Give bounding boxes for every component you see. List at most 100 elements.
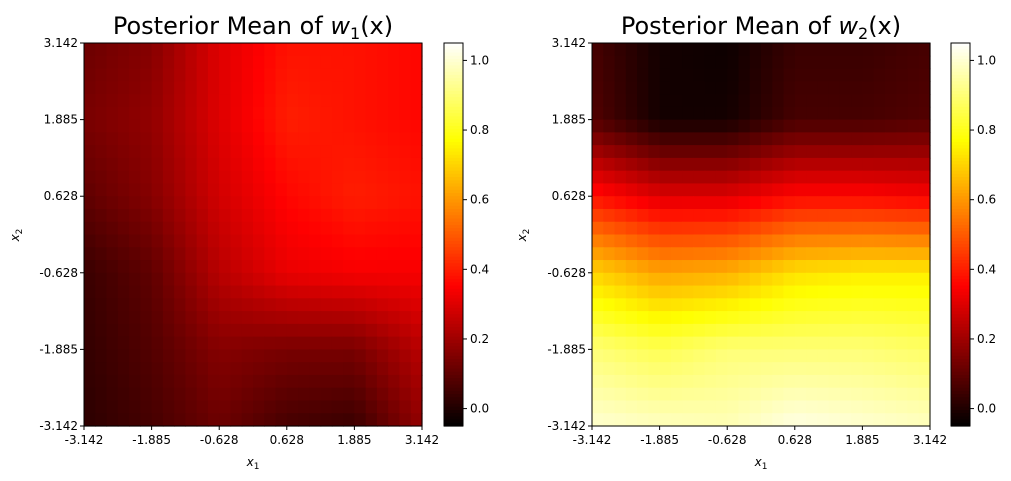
heatmap-cell (219, 106, 232, 121)
heatmap-cell (151, 374, 164, 389)
heatmap-cell (670, 94, 683, 108)
heatmap-cell (873, 145, 886, 159)
heatmap-cell (884, 298, 897, 312)
colorbar-segment (951, 384, 970, 389)
heatmap-cell (670, 234, 683, 248)
colorbar-segment (951, 157, 970, 162)
heatmap-cell (241, 285, 254, 299)
heatmap-cell (727, 170, 740, 185)
colorbar-segment (444, 346, 463, 350)
heatmap-cell (670, 208, 683, 223)
heatmap-cell (727, 68, 740, 82)
colorbar-segment (951, 231, 970, 236)
heatmap-cell (298, 311, 310, 325)
heatmap-cell (174, 260, 186, 274)
heatmap-cell (129, 132, 141, 146)
heatmap-cell (106, 221, 119, 236)
colorbar-segment (444, 304, 463, 309)
heatmap-cell (839, 208, 852, 223)
heatmap-cell (343, 43, 355, 57)
heatmap-cell (625, 387, 638, 402)
colorbar-segment (444, 330, 463, 335)
heatmap-cell (659, 81, 672, 95)
heatmap-cell (117, 196, 130, 210)
heatmap-cell (603, 119, 616, 133)
colorbar-segment (444, 157, 463, 162)
heatmap-cell (84, 272, 96, 287)
heatmap-cell (727, 349, 740, 363)
heatmap-cell (241, 311, 254, 325)
heatmap-cell (614, 349, 627, 363)
heatmap-cell (738, 145, 751, 159)
heatmap-cell (331, 170, 344, 185)
heatmap-cell (806, 183, 818, 197)
heatmap-cell (727, 374, 740, 389)
colorbar-segment (444, 374, 463, 379)
heatmap-cell (907, 157, 920, 172)
heatmap-cell (264, 272, 277, 287)
heatmap-cell (253, 336, 265, 350)
heatmap-cell (140, 81, 153, 95)
heatmap-cell (648, 336, 661, 350)
heatmap-cell (592, 157, 604, 172)
heatmap-cell (365, 374, 378, 389)
heatmap-cell (151, 183, 164, 197)
heatmap-cell (140, 413, 153, 427)
heatmap-cell (682, 272, 694, 287)
colorbar-tick-label: 0.6 (470, 193, 489, 207)
heatmap-cell (275, 374, 288, 389)
colorbar-segment (951, 371, 970, 376)
heatmap-cell (219, 170, 232, 185)
heatmap-cell (873, 400, 886, 414)
heatmap-cell (354, 183, 367, 197)
heatmap-cell (727, 132, 740, 146)
colorbar-segment (951, 422, 970, 427)
heatmap-cell (704, 157, 717, 172)
heatmap-cell (219, 298, 232, 312)
heatmap-cell (828, 119, 841, 133)
x-tick-label: -1.885 (132, 433, 171, 447)
heatmap-cell (761, 119, 773, 133)
heatmap-cell (286, 362, 299, 376)
heatmap-cell (637, 336, 649, 350)
heatmap-cell (670, 43, 683, 57)
colorbar-segment (951, 74, 970, 79)
y-tick-label: 0.628 (44, 189, 78, 203)
heatmap-cell (309, 285, 322, 299)
heatmap-cell (241, 132, 254, 146)
heatmap-cell (174, 374, 186, 389)
heatmap-cell (95, 400, 108, 414)
heatmap-cell (196, 285, 209, 299)
heatmap-cell (399, 413, 412, 427)
heatmap-cell (343, 323, 355, 338)
heatmap-cell (603, 400, 616, 414)
heatmap-cell (625, 132, 638, 146)
heatmap-cell (162, 196, 175, 210)
colorbar-segment (951, 378, 970, 382)
heatmap-cell (95, 157, 108, 172)
heatmap-cell (410, 413, 423, 427)
heatmap-cell (117, 336, 130, 350)
heatmap-cell (806, 145, 818, 159)
heatmap-cell (354, 349, 367, 363)
heatmap-cell (817, 196, 830, 210)
heatmap-cell (794, 387, 807, 402)
heatmap-cell (320, 413, 333, 427)
heatmap-cell (761, 157, 773, 172)
heatmap-cell (648, 285, 661, 299)
heatmap-cell (749, 311, 762, 325)
heatmap-cell (907, 260, 920, 274)
heatmap-cell (918, 413, 931, 427)
heatmap-cell (354, 81, 367, 95)
heatmap-cell (174, 272, 186, 287)
heatmap-cell (298, 400, 310, 414)
heatmap-cell (331, 132, 344, 146)
heatmap-cell (896, 234, 909, 248)
heatmap-cell (117, 170, 130, 185)
heatmap-cell (670, 336, 683, 350)
heatmap-cell (738, 43, 751, 57)
colorbar-segment (444, 154, 463, 159)
heatmap-cell (637, 81, 649, 95)
heatmap-cell (693, 311, 706, 325)
heatmap-cell (828, 94, 841, 108)
